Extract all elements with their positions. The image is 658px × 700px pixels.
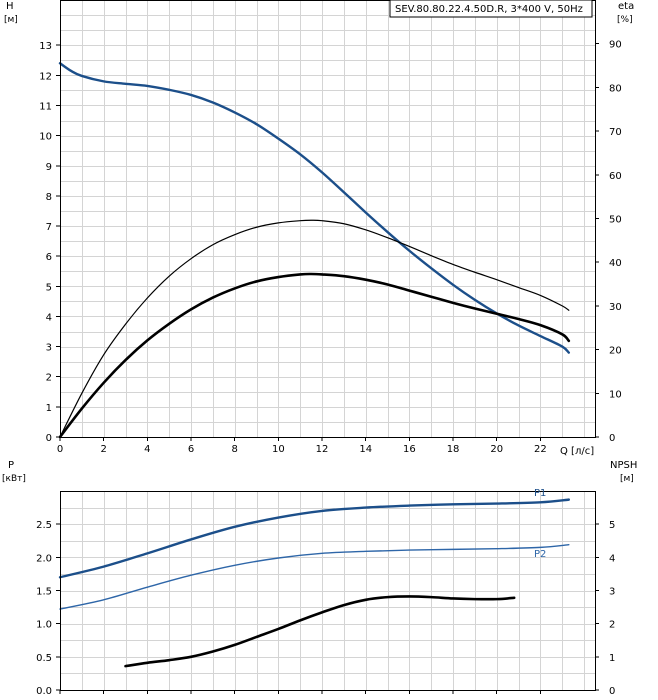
y-left-tick-label-bottom: 2.0	[36, 553, 52, 564]
y-right-unit-bottom: [м]	[620, 474, 634, 484]
y-left-unit-top: [м]	[4, 15, 18, 25]
y-left-tick-label: 13	[39, 41, 52, 52]
x-tick-label: 2	[100, 444, 106, 455]
y-left-label-bottom: P	[8, 460, 14, 471]
series-h-line	[58, 62, 570, 354]
y-left-tick-label: 6	[46, 252, 52, 263]
y-left-tick-label: 4	[46, 312, 52, 323]
y-right-tick-label: 40	[609, 258, 622, 269]
y-left-tick-label: 1	[46, 403, 52, 414]
series-eta-total-line	[58, 272, 571, 439]
title-box	[389, 0, 593, 18]
y-right-tick-label-bottom: 3	[609, 587, 615, 598]
x-tick-label: 12	[316, 444, 329, 455]
y-right-tick-label: 60	[609, 171, 622, 182]
x-tick-label: 18	[447, 444, 460, 455]
x-tick-label: 0	[57, 444, 63, 455]
y-right-tick-label: 80	[609, 83, 622, 94]
series-label-p1: P1	[534, 488, 546, 499]
y-left-tick-label-bottom: 0.5	[36, 653, 52, 664]
y-right-unit-top: [%]	[617, 15, 633, 25]
y-right-tick-label-bottom: 4	[609, 553, 615, 564]
y-right-tick-label-bottom: 0	[609, 686, 615, 697]
ticks: 0 2 4 6 8 10 12 14 16 18 20 22012345678910111213010…	[36, 40, 622, 697]
series-p1-line	[58, 498, 570, 579]
y-right-tick-label-bottom: 1	[609, 653, 615, 664]
x-tick-label: 16	[403, 444, 416, 455]
series-npsh-line	[124, 595, 516, 668]
y-right-tick-label: 50	[609, 215, 622, 226]
y-right-tick-label: 70	[609, 127, 622, 138]
y-right-tick-label: 30	[609, 302, 622, 313]
series	[58, 62, 571, 668]
y-right-tick-label: 0	[609, 433, 615, 444]
y-left-tick-label-bottom: 2.5	[36, 520, 52, 531]
y-left-tick-label-bottom: 0.0	[36, 686, 52, 697]
series-p2-line	[59, 544, 570, 610]
y-left-tick-label: 9	[46, 162, 52, 173]
x-axis-label: Q [л/с]	[560, 446, 594, 457]
chart-title: SEV.80.80.22.4.50D.R, 3*400 V, 50Hz	[395, 4, 583, 15]
y-left-tick-label: 3	[46, 343, 52, 354]
x-tick-label: 20	[490, 444, 503, 455]
grid	[60, 0, 595, 690]
y-left-tick-label-bottom: 1.0	[36, 620, 52, 631]
y-right-tick-label-bottom: 2	[609, 620, 615, 631]
x-tick-label: 10	[272, 444, 285, 455]
x-tick-label: 8	[232, 444, 238, 455]
y-right-label-bottom: NPSH	[610, 460, 637, 471]
y-left-tick-label: 10	[39, 132, 52, 143]
y-left-unit-bottom: [кВт]	[2, 474, 26, 484]
plot-frame-top	[60, 0, 596, 438]
y-left-tick-label: 2	[46, 373, 52, 384]
x-tick-label: 22	[534, 444, 547, 455]
y-left-tick-label: 7	[46, 222, 52, 233]
x-tick-label: 6	[188, 444, 194, 455]
y-right-tick-label: 20	[609, 346, 622, 357]
y-right-tick-label: 10	[609, 389, 622, 400]
y-left-tick-label: 8	[46, 192, 52, 203]
y-left-label-top: H	[6, 1, 14, 12]
x-tick-label: 14	[359, 444, 372, 455]
series-label-p2: P2	[534, 549, 546, 560]
y-left-tick-label: 12	[39, 71, 52, 82]
y-left-tick-label: 11	[39, 101, 52, 112]
y-right-tick-label-bottom: 5	[609, 520, 615, 531]
series-eta-pump-line	[59, 219, 570, 438]
x-tick-label: 4	[144, 444, 150, 455]
y-left-tick-label-bottom: 1.5	[36, 587, 52, 598]
y-left-tick-label: 5	[46, 282, 52, 293]
y-left-tick-label: 0	[46, 433, 52, 444]
y-right-tick-label: 90	[609, 40, 622, 51]
y-right-label-top: eta	[618, 1, 634, 12]
